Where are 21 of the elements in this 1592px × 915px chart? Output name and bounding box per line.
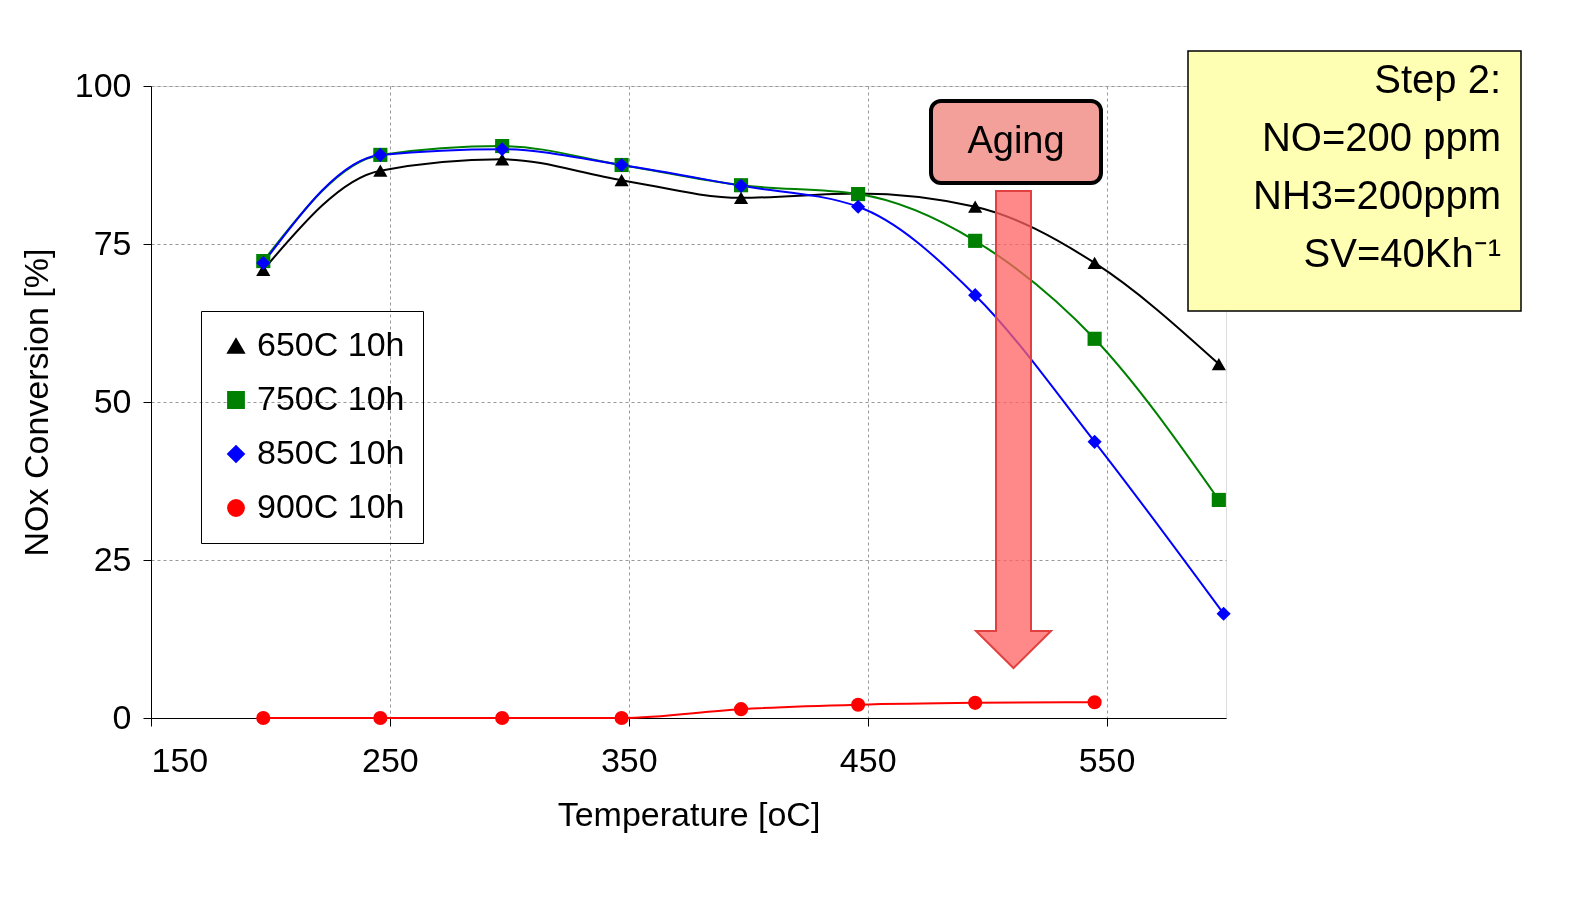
- x-axis-title: Temperature [oC]: [557, 794, 821, 833]
- text: NO=200 ppm: [1261, 115, 1501, 159]
- y-axis-title: NOx Conversion [%]: [16, 248, 55, 557]
- x-tick-label: 350: [600, 740, 658, 779]
- x-tick-label: 550: [1078, 740, 1136, 779]
- y-tick-label: 100: [74, 65, 132, 104]
- text: SV=40Kh⁻¹: [1303, 231, 1501, 275]
- legend-label: 750C 10h: [257, 379, 405, 417]
- text: Step 2:: [1374, 57, 1501, 101]
- legend-label: 900C 10h: [257, 487, 405, 525]
- y-tick-label: 50: [93, 381, 132, 420]
- legend-label: 850C 10h: [257, 433, 405, 471]
- y-tick-label: 25: [93, 539, 132, 578]
- y-tick-label: 0: [112, 697, 132, 736]
- x-tick-label: 150: [151, 740, 209, 779]
- x-tick-label: 250: [362, 740, 419, 779]
- y-tick-label: 75: [93, 223, 132, 262]
- annotation: Aging: [967, 119, 1065, 161]
- x-tick-label: 450: [839, 740, 897, 779]
- text: NH3=200ppm: [1253, 173, 1501, 217]
- legend-label: 650C 10h: [257, 325, 405, 363]
